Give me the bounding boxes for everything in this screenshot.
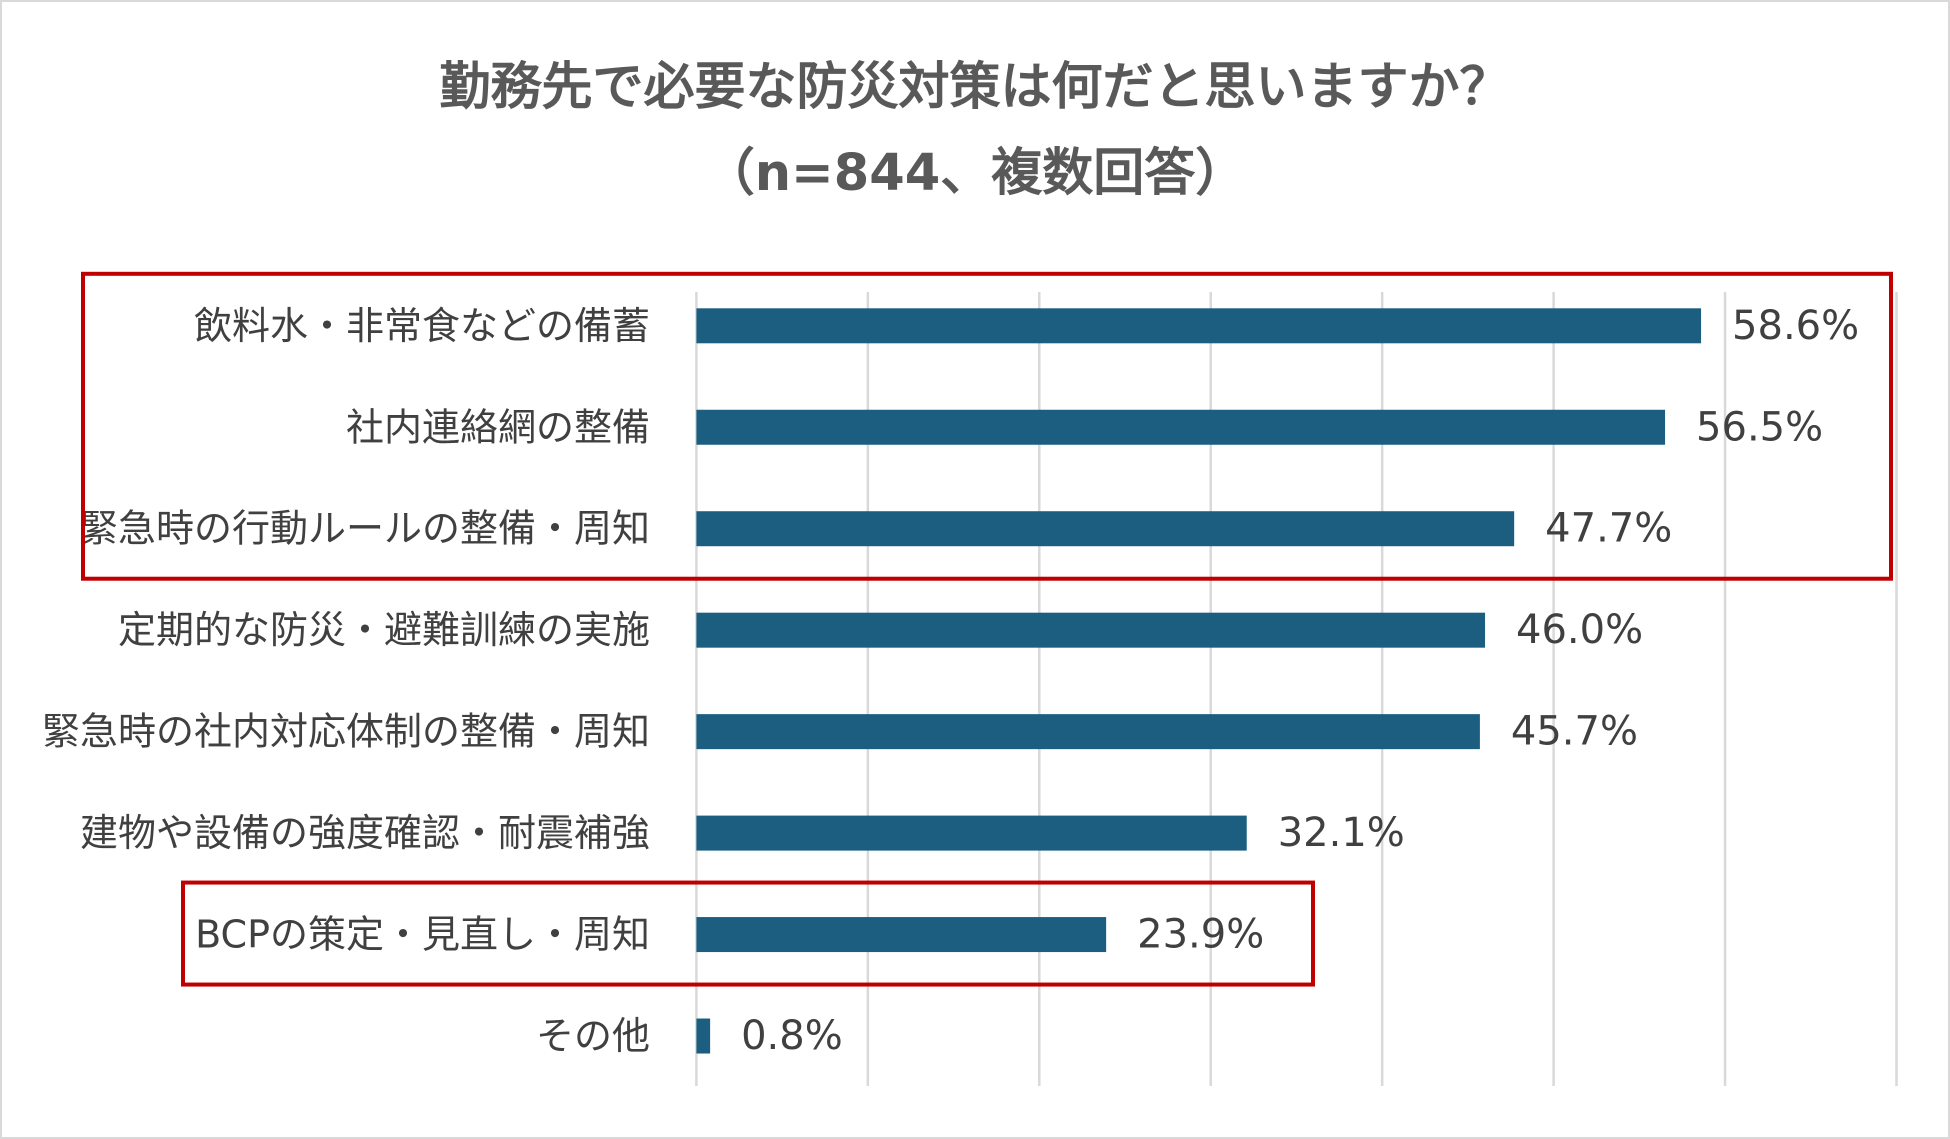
category-label: その他 [536,1014,650,1058]
bar [696,409,1666,445]
bar [696,917,1107,953]
value-label: 56.5% [1696,404,1823,450]
highlight-box [181,880,1315,987]
value-label: 58.6% [1732,303,1859,349]
highlight-box [81,271,1893,581]
category-label: 飲料水・非常食などの備蓄 [194,304,650,348]
bar [696,612,1486,648]
bar [696,308,1702,344]
chart-title: 勤務先で必要な防災対策は何だと思いますか？ [439,58,1511,117]
bar [696,511,1515,547]
bar-layer [696,308,1702,1054]
chart-subtitle: （n=844、複数回答） [703,144,1247,203]
category-label: BCPの策定・見直し・周知 [195,913,650,957]
highlight-layer [81,271,1893,987]
value-label: 23.9% [1137,912,1264,958]
value-label: 46.0% [1516,607,1643,653]
category-label: 建物や設備の強度確認・耐震補強 [80,811,650,855]
label-layer: 飲料水・非常食などの備蓄 58.6% 社内連絡網の整備 56.5% 緊急時の行動ルールの… [42,303,1859,1059]
category-label: 社内連絡網の整備 [346,405,650,449]
value-label: 32.1% [1278,810,1405,856]
value-label: 0.8% [741,1013,843,1059]
bar [696,815,1247,851]
bar [696,1018,711,1054]
category-label: 緊急時の社内対応体制の整備・周知 [42,710,650,754]
category-label: 緊急時の行動ルールの整備・周知 [80,507,650,551]
bar [696,714,1480,750]
value-label: 47.7% [1545,506,1672,552]
category-label: 定期的な防災・避難訓練の実施 [118,608,650,652]
value-label: 45.7% [1511,709,1638,755]
